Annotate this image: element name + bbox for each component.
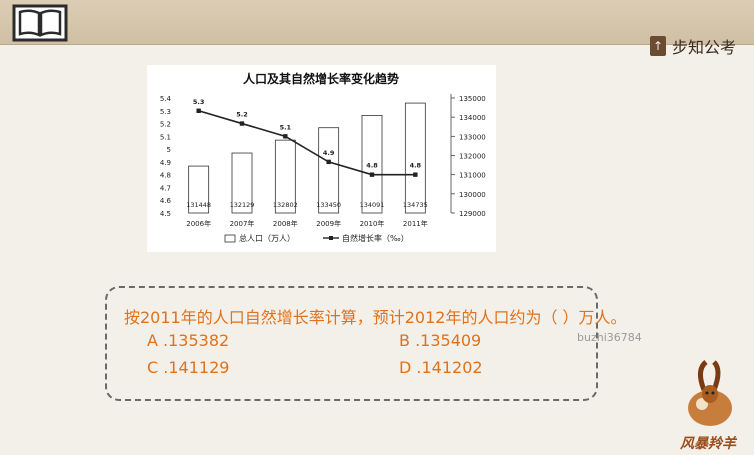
legend-line-marker (329, 236, 333, 240)
left-tick-label: 4.8 (160, 172, 171, 180)
brand: ↑ 步知公考 (649, 34, 736, 58)
x-tick-label: 2010年 (360, 219, 385, 228)
x-tick-label: 2007年 (230, 219, 255, 228)
growth-rate-point (369, 172, 375, 177)
bar-value-label: 132802 (273, 201, 298, 209)
option-d[interactable]: D .141202 (399, 358, 483, 377)
legend-bar-swatch (224, 234, 236, 243)
bar-value-label: 133450 (316, 201, 341, 209)
top-bar (0, 0, 754, 45)
legend-line-label: 自然增长率（‰） (342, 233, 409, 243)
antelope-mascot-icon (688, 360, 732, 426)
right-tick-label: 132000 (459, 153, 486, 161)
growth-rate-label: 5.3 (193, 98, 205, 106)
growth-rate-point (239, 121, 245, 126)
population-bar (231, 152, 253, 214)
left-tick-label: 4.6 (160, 197, 172, 205)
left-tick-label: 5.4 (160, 95, 172, 103)
option-a[interactable]: A .135382 (147, 331, 230, 350)
brand-logo-icon: ↑ (649, 36, 666, 56)
growth-rate-point (326, 159, 331, 165)
chart-panel: 人口及其自然增长率变化趋势 4.5 4.6 4.7 4.8 4.9 5 5.1 5.2 5.3 5.… (147, 65, 496, 252)
right-tick-label: 130000 (459, 191, 486, 199)
left-tick-label: 5.3 (160, 108, 171, 116)
population-chart: 人口及其自然增长率变化趋势 4.5 4.6 4.7 4.8 4.9 5 5.1 5.2 5.3 5.… (160, 71, 486, 243)
right-tick-label: 131000 (459, 172, 486, 180)
growth-rate-label: 4.8 (366, 162, 378, 170)
population-bar (318, 127, 340, 214)
x-tick-label: 2009年 (316, 219, 341, 228)
x-tick-label: 2006年 (186, 219, 211, 228)
bar-value-label: 134091 (360, 201, 385, 209)
left-tick-label: 5.1 (160, 133, 171, 141)
right-tick-label: 134000 (459, 114, 486, 122)
legend-bar-label: 总人口（万人） (239, 233, 295, 243)
brand-text: 步知公考 (671, 38, 736, 57)
growth-rate-point (413, 172, 418, 177)
left-tick-label: 4.5 (160, 210, 171, 218)
book-icon[interactable] (12, 4, 68, 42)
bar-value-label: 132129 (230, 201, 255, 209)
right-tick-label: 129000 (459, 210, 486, 218)
left-tick-label: 4.7 (160, 184, 171, 192)
growth-rate-label: 5.2 (236, 111, 248, 119)
left-tick-label: 4.9 (160, 159, 171, 167)
question-box: 按2011年的人口自然增长率计算，预计2012年的人口约为（ ）万人。 A .1… (105, 286, 627, 401)
option-b[interactable]: B .135409 (399, 331, 482, 350)
x-tick-label: 2011年 (403, 219, 428, 228)
watermark-text: buzhi36784 (577, 331, 642, 344)
left-tick-label: 5.2 (160, 121, 171, 129)
option-c[interactable]: C .141129 (147, 358, 230, 377)
population-bar (188, 165, 210, 214)
left-tick-label: 5 (167, 146, 171, 154)
question-text: 按2011年的人口自然增长率计算，预计2012年的人口约为（ ）万人。 (124, 308, 627, 327)
population-bar (274, 139, 296, 214)
mascot-caption: 风暴羚羊 (680, 436, 736, 452)
chart-title: 人口及其自然增长率变化趋势 (243, 71, 399, 86)
growth-rate-point (283, 134, 288, 139)
growth-rate-label: 5.1 (280, 123, 292, 131)
population-bar (361, 115, 383, 214)
growth-rate-label: 4.8 (410, 162, 422, 170)
x-tick-label: 2008年 (273, 219, 298, 228)
population-bar (404, 102, 426, 214)
bar-value-label: 134735 (403, 201, 428, 209)
right-tick-label: 135000 (459, 95, 486, 103)
bar-value-label: 131448 (186, 201, 211, 209)
growth-rate-label: 4.9 (323, 149, 335, 157)
growth-rate-line (198, 110, 416, 176)
right-tick-label: 133000 (459, 133, 486, 141)
growth-rate-point (196, 108, 201, 113)
